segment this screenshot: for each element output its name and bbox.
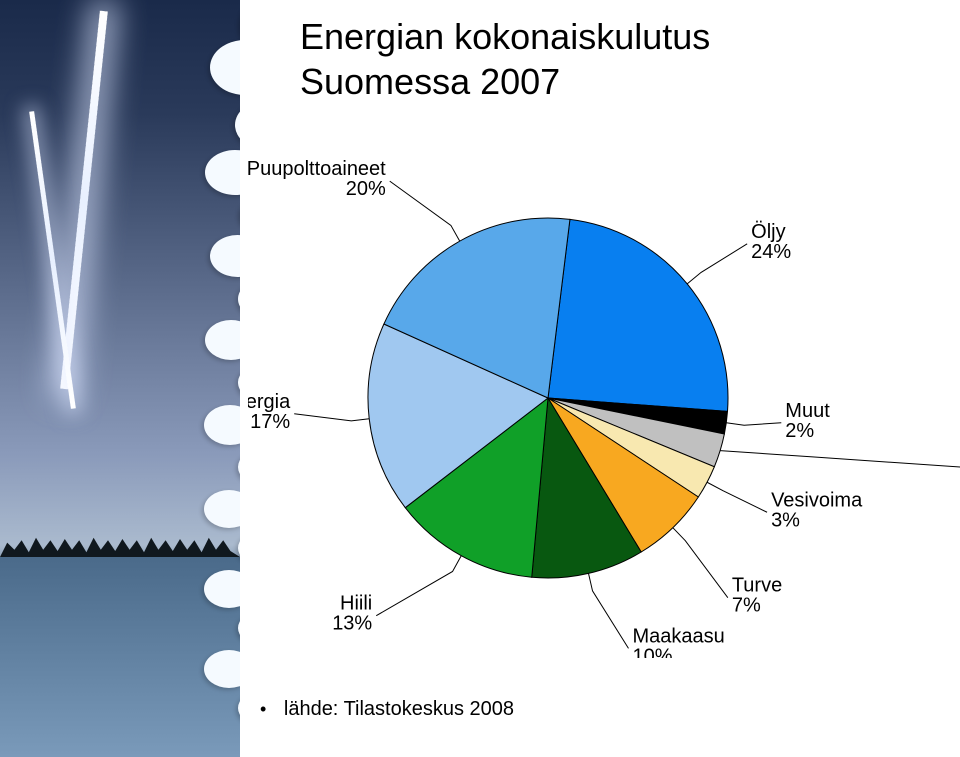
slice-label: Ydinenergia17% bbox=[248, 391, 291, 433]
slice-label: Puupolttoaineet20% bbox=[248, 158, 386, 200]
slice-label: Turve7% bbox=[732, 575, 782, 617]
leader-line bbox=[673, 528, 728, 598]
title-line-1: Energian kokonaiskulutus bbox=[300, 16, 710, 57]
energy-pie-chart: Öljy24%Muut2%Sähkönnettotuonti3%Vesivoim… bbox=[248, 138, 960, 658]
leader-line bbox=[726, 423, 781, 425]
bullet-icon: • bbox=[260, 699, 266, 720]
page-title: Energian kokonaiskulutus Suomessa 2007 bbox=[300, 14, 900, 104]
decorative-lightning-photo bbox=[0, 0, 240, 757]
source-text: lähde: Tilastokeskus 2008 bbox=[284, 698, 514, 720]
title-line-2: Suomessa 2007 bbox=[300, 61, 560, 102]
leader-line bbox=[720, 451, 960, 469]
slice-label: Hiili13% bbox=[332, 593, 372, 635]
leader-line bbox=[687, 244, 747, 284]
slice-label: Maakaasu10% bbox=[632, 625, 724, 658]
leader-line bbox=[294, 414, 369, 421]
slice-label: Vesivoima3% bbox=[771, 489, 863, 531]
leader-line bbox=[390, 181, 460, 241]
slice-label: Muut2% bbox=[785, 400, 830, 442]
pie-slice bbox=[548, 219, 728, 411]
leader-line bbox=[588, 573, 628, 648]
leader-line bbox=[376, 556, 461, 616]
source-footer: • lähde: Tilastokeskus 2008 bbox=[260, 698, 514, 721]
leader-line bbox=[707, 482, 767, 512]
slice-label: Öljy24% bbox=[751, 221, 791, 263]
